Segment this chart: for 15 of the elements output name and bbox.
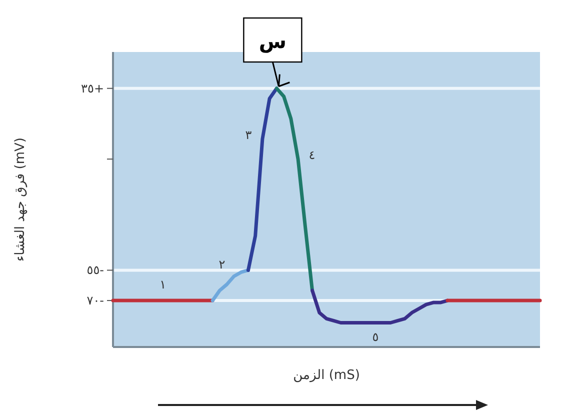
- y-tick-label: ٧٠-: [86, 294, 104, 308]
- annotation: ٢: [218, 257, 226, 272]
- x-axis-title: الزمن (mS): [293, 368, 360, 383]
- annotation: ٥: [372, 330, 379, 344]
- y-tick-label: ٥٥-: [86, 263, 104, 278]
- line-series: [246, 86, 278, 272]
- line-series: [210, 268, 250, 302]
- y-tick-label: ٣٥+: [81, 81, 104, 96]
- line-series: [310, 288, 450, 324]
- annotation: س: [258, 29, 286, 53]
- annotation: ١: [160, 278, 166, 292]
- y-axis-title: فرق جهد الغشاء (mV): [13, 138, 28, 262]
- annotation: ٣: [245, 128, 252, 142]
- annotation: ٤: [308, 148, 316, 162]
- line-series: [274, 86, 314, 292]
